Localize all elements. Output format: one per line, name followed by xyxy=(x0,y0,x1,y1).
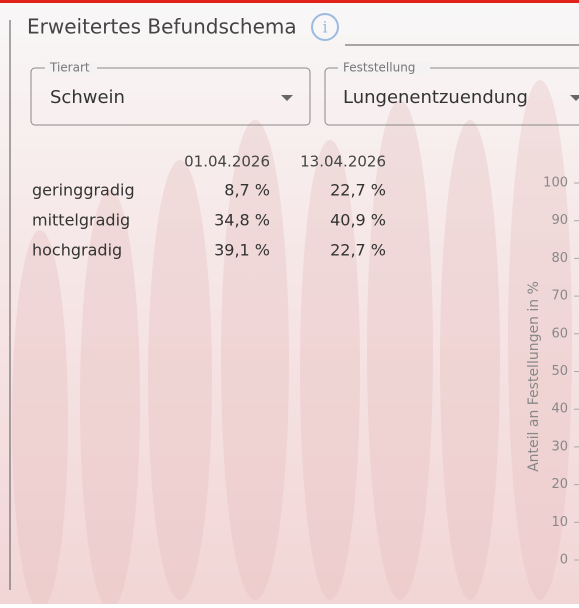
y-tick-label: 30 xyxy=(551,439,568,454)
dropdown-arrow[interactable] xyxy=(281,95,293,101)
dropdown-value[interactable]: Schwein xyxy=(50,87,125,108)
table-header: 01.04.2026 xyxy=(184,153,270,171)
row-label: mittelgradig xyxy=(32,211,130,230)
y-tick-label: 80 xyxy=(551,251,568,266)
y-tick-label: 90 xyxy=(551,213,568,228)
dropdown-value[interactable]: Lungenentzuendung xyxy=(343,87,528,108)
table-cell: 8,7 % xyxy=(224,181,270,200)
title: Erweitertes Befundschema xyxy=(27,15,297,39)
table-cell: 39,1 % xyxy=(214,241,270,260)
dropdown[interactable] xyxy=(30,67,311,126)
axis-title: Anteil an Festellungen in % xyxy=(526,281,542,472)
label-gap xyxy=(338,62,430,74)
row-label: hochgradig xyxy=(32,241,122,260)
table-cell: 22,7 % xyxy=(330,181,386,200)
y-tick-label: 100 xyxy=(543,176,568,191)
table-cell: 40,9 % xyxy=(330,211,386,230)
y-tick-label: 50 xyxy=(551,364,568,379)
y-tick-label: 60 xyxy=(551,326,568,341)
row-label: geringgradig xyxy=(32,181,135,200)
y-tick-label: 70 xyxy=(551,289,568,304)
label-gap xyxy=(45,62,97,74)
dropdown-label: Tierart xyxy=(49,61,90,75)
info-icon[interactable] xyxy=(311,13,339,41)
y-tick-label: 20 xyxy=(551,477,568,492)
dropdown-arrow[interactable] xyxy=(570,95,579,101)
dropdown[interactable] xyxy=(324,67,579,126)
background-carcasses xyxy=(12,80,572,608)
table-cell: 22,7 % xyxy=(330,241,386,260)
table-cell: 34,8 % xyxy=(214,211,270,230)
top-bar xyxy=(0,0,579,3)
y-tick-label: 10 xyxy=(551,515,568,530)
y-tick-label: 0 xyxy=(560,553,568,568)
y-tick-label: 40 xyxy=(551,402,568,417)
dropdown-label: Feststellung xyxy=(343,61,415,75)
info-icon-text[interactable]: i xyxy=(322,18,327,37)
table-header: 13.04.2026 xyxy=(300,153,386,171)
